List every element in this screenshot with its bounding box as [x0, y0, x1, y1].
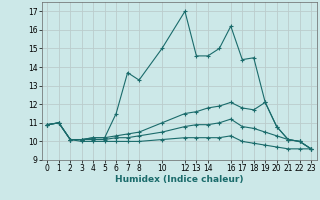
- X-axis label: Humidex (Indice chaleur): Humidex (Indice chaleur): [115, 175, 244, 184]
